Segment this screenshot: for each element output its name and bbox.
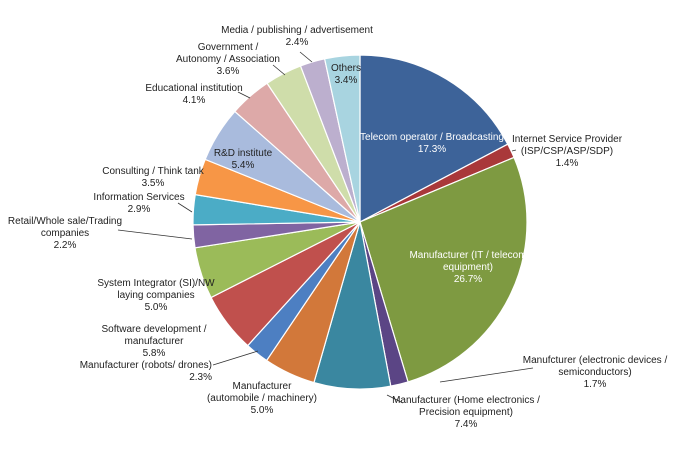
slice-label-line: manufacturer	[125, 336, 185, 347]
slice-label-8: Software development / manufacturer 5.8%	[101, 324, 206, 359]
slice-label-line: Information Services	[93, 192, 184, 203]
slice-label-1: Telecom operator / Broadcasting 17.3%	[360, 132, 504, 155]
slice-label-line: Internet Service Provider	[512, 134, 623, 145]
slice-value-text: 3.4%	[335, 75, 358, 86]
slice-label-line: Others	[331, 63, 361, 74]
slice-value-text: 5.4%	[232, 160, 255, 171]
slice-value-text: 1.7%	[584, 379, 607, 390]
slice-label-line: Precision equipment)	[419, 407, 513, 418]
slice-value-text: 2.9%	[128, 204, 151, 215]
slice-value-text: 5.0%	[145, 302, 168, 313]
slice-value-text: 3.5%	[142, 178, 165, 189]
slice-value-text: 1.4%	[556, 158, 579, 169]
slice-label-line: R&D institute	[214, 148, 273, 159]
slice-label-line: Software development /	[101, 324, 206, 335]
slice-label-line: Manufcturer (electronic devices /	[523, 355, 668, 366]
slice-label-line: Autonomy / Association	[176, 54, 280, 65]
slice-label-5: Manufacturer (Home electronics / Precisio…	[392, 395, 540, 430]
slice-label-line: (ISP/CSP/ASP/SDP)	[521, 146, 613, 157]
slice-label-line: Manufacturer (Home electronics /	[392, 395, 540, 406]
slice-label-line: Manufacturer	[233, 381, 293, 392]
slice-value-text: 4.1%	[183, 95, 206, 106]
slice-label-line: Telecom operator / Broadcasting	[360, 132, 504, 143]
slice-label-line: Manufacturer (IT / telecom	[409, 250, 526, 261]
slice-label-3: Manufacturer (IT / telecom equipment) 26.7…	[409, 250, 526, 285]
slice-value-text: 3.6%	[217, 66, 240, 77]
slice-label-13: R&D institute 5.4%	[214, 148, 273, 171]
slice-label-4: Manufcturer (electronic devices / semicon…	[523, 355, 668, 390]
slice-value-text: 26.7%	[454, 274, 482, 285]
slice-value-text: 5.0%	[251, 405, 274, 416]
slice-label-line: semiconductors)	[558, 367, 631, 378]
slice-label-2: Internet Service Provider (ISP/CSP/ASP/SD…	[512, 134, 623, 169]
slice-value-text: 2.4%	[286, 37, 309, 48]
slice-label-10: Retail/Whole sale/Trading companies 2.2%	[8, 216, 122, 251]
slice-label-7: Manufacturer (robots/ drones) 2.3%	[80, 360, 212, 383]
leader-line-10	[117, 229, 193, 240]
slice-label-line: Media / publishing / advertisement	[221, 25, 373, 36]
slice-label-17: Others 3.4%	[331, 63, 361, 86]
leader-line-14	[237, 91, 251, 99]
slice-label-11: Information Services 2.9%	[93, 192, 184, 215]
leader-line-5	[386, 394, 404, 404]
slice-label-line: Manufacturer (robots/ drones)	[80, 360, 212, 371]
slice-label-15: Government / Autonomy / Association 3.6%	[176, 42, 280, 77]
leader-line-16	[299, 51, 313, 63]
slice-value-text: 5.8%	[143, 348, 166, 359]
leader-line-7	[212, 350, 259, 366]
leader-line-15	[272, 64, 286, 76]
pie-slice-1	[359, 54, 509, 223]
slice-label-14: Educational institution 4.1%	[145, 83, 242, 106]
slice-label-line: Educational institution	[145, 83, 242, 94]
slice-label-line: Government /	[198, 42, 259, 53]
slice-label-line: Consulting / Think tank	[102, 166, 205, 177]
leader-line-2	[511, 149, 517, 152]
slice-value-text: 17.3%	[418, 144, 446, 155]
slice-label-line: companies	[41, 228, 89, 239]
slice-label-9: System Integrator (SI)/NW laying companie…	[97, 278, 215, 313]
leader-line-11	[177, 202, 193, 213]
slice-value-text: 2.3%	[189, 372, 212, 383]
pie-slice-3	[359, 156, 528, 383]
slice-label-12: Consulting / Think tank 3.5%	[102, 166, 205, 189]
slice-label-6: Manufacturer (automobile / machinery) 5.0%	[207, 381, 317, 416]
slice-label-line: System Integrator (SI)/NW	[97, 278, 215, 289]
slice-value-text: 2.2%	[54, 240, 77, 251]
slice-label-line: Retail/Whole sale/Trading	[8, 216, 122, 227]
pie-slice-17	[323, 54, 361, 223]
slice-label-16: Media / publishing / advertisement 2.4%	[221, 25, 373, 48]
leader-line-4	[439, 367, 534, 383]
slice-label-line: (automobile / machinery)	[207, 393, 317, 404]
slice-label-line: laying companies	[117, 290, 194, 301]
slice-label-line: equipment)	[443, 262, 493, 273]
slice-value-text: 7.4%	[455, 419, 478, 430]
